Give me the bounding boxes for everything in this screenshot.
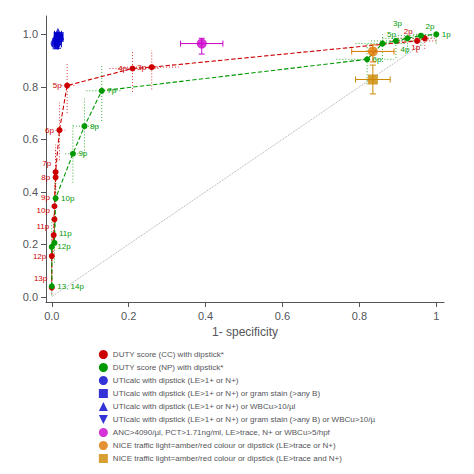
svg-text:DUTY score (NP) with dipstick*: DUTY score (NP) with dipstick* (113, 363, 224, 372)
svg-text:5p: 5p (53, 81, 62, 90)
svg-text:12p: 12p (33, 252, 47, 261)
svg-text:1: 1 (433, 310, 439, 322)
svg-text:0.4: 0.4 (198, 310, 213, 322)
svg-text:0.2: 0.2 (23, 238, 38, 250)
svg-text:4p: 4p (118, 64, 127, 73)
svg-text:NICE traffic light=amber/red c: NICE traffic light=amber/red colour or d… (113, 441, 336, 450)
svg-text:6p: 6p (45, 126, 54, 135)
svg-text:2p: 2p (425, 22, 434, 31)
svg-text:0.4: 0.4 (23, 186, 38, 198)
svg-text:ANC>4090/µl, PCT>1.71ng/ml, LE: ANC>4090/µl, PCT>1.71ng/ml, LE>trace, N+… (113, 428, 331, 437)
svg-text:UTIcalc with dipstick (LE>1+ o: UTIcalc with dipstick (LE>1+ or N+) or g… (113, 415, 376, 424)
svg-text:11p: 11p (59, 229, 72, 238)
svg-text:0.8: 0.8 (23, 81, 38, 93)
svg-text:9p: 9p (78, 149, 87, 158)
svg-text:7p: 7p (107, 86, 116, 95)
svg-text:1p: 1p (411, 43, 420, 52)
svg-text:0.6: 0.6 (23, 133, 38, 145)
svg-text:13p: 13p (34, 274, 48, 283)
svg-text:0.8: 0.8 (352, 310, 367, 322)
svg-text:4p: 4p (400, 45, 409, 54)
svg-text:10p: 10p (37, 206, 51, 215)
svg-text:13, 14p: 13, 14p (57, 282, 84, 291)
svg-text:8p: 8p (90, 122, 99, 131)
svg-text:5p: 5p (387, 30, 396, 39)
svg-text:UTIcalc with dipstick (LE>1+ o: UTIcalc with dipstick (LE>1+ or N+) (113, 376, 239, 385)
svg-text:9p: 9p (41, 193, 50, 202)
svg-text:NICE traffic light=amber/red c: NICE traffic light=amber/red colour or d… (113, 454, 342, 463)
svg-text:10p: 10p (61, 194, 75, 203)
svg-text:UTIcalc with dipstick (LE>1+ o: UTIcalc with dipstick (LE>1+ or N+) or W… (113, 402, 296, 411)
svg-text:12p: 12p (57, 242, 71, 251)
svg-text:7p: 7p (42, 159, 51, 168)
svg-text:0.0: 0.0 (44, 310, 59, 322)
svg-text:3p: 3p (137, 63, 146, 72)
svg-text:11p: 11p (36, 222, 49, 231)
svg-text:DUTY score (CC) with dipstick*: DUTY score (CC) with dipstick* (113, 350, 224, 359)
svg-text:6p: 6p (372, 54, 382, 64)
svg-text:0.0: 0.0 (23, 291, 38, 303)
svg-text:1- specificity: 1- specificity (212, 325, 278, 339)
svg-text:UTIcalc with dipstick (LE>1+ o: UTIcalc with dipstick (LE>1+ or N+) or g… (113, 389, 321, 398)
svg-text:8p: 8p (41, 173, 50, 182)
svg-text:0.6: 0.6 (275, 310, 290, 322)
svg-text:3p: 3p (393, 19, 402, 28)
svg-text:2p: 2p (404, 27, 413, 36)
svg-text:1p: 1p (442, 30, 451, 39)
svg-text:1.0: 1.0 (23, 28, 38, 40)
svg-text:0.2: 0.2 (121, 310, 136, 322)
